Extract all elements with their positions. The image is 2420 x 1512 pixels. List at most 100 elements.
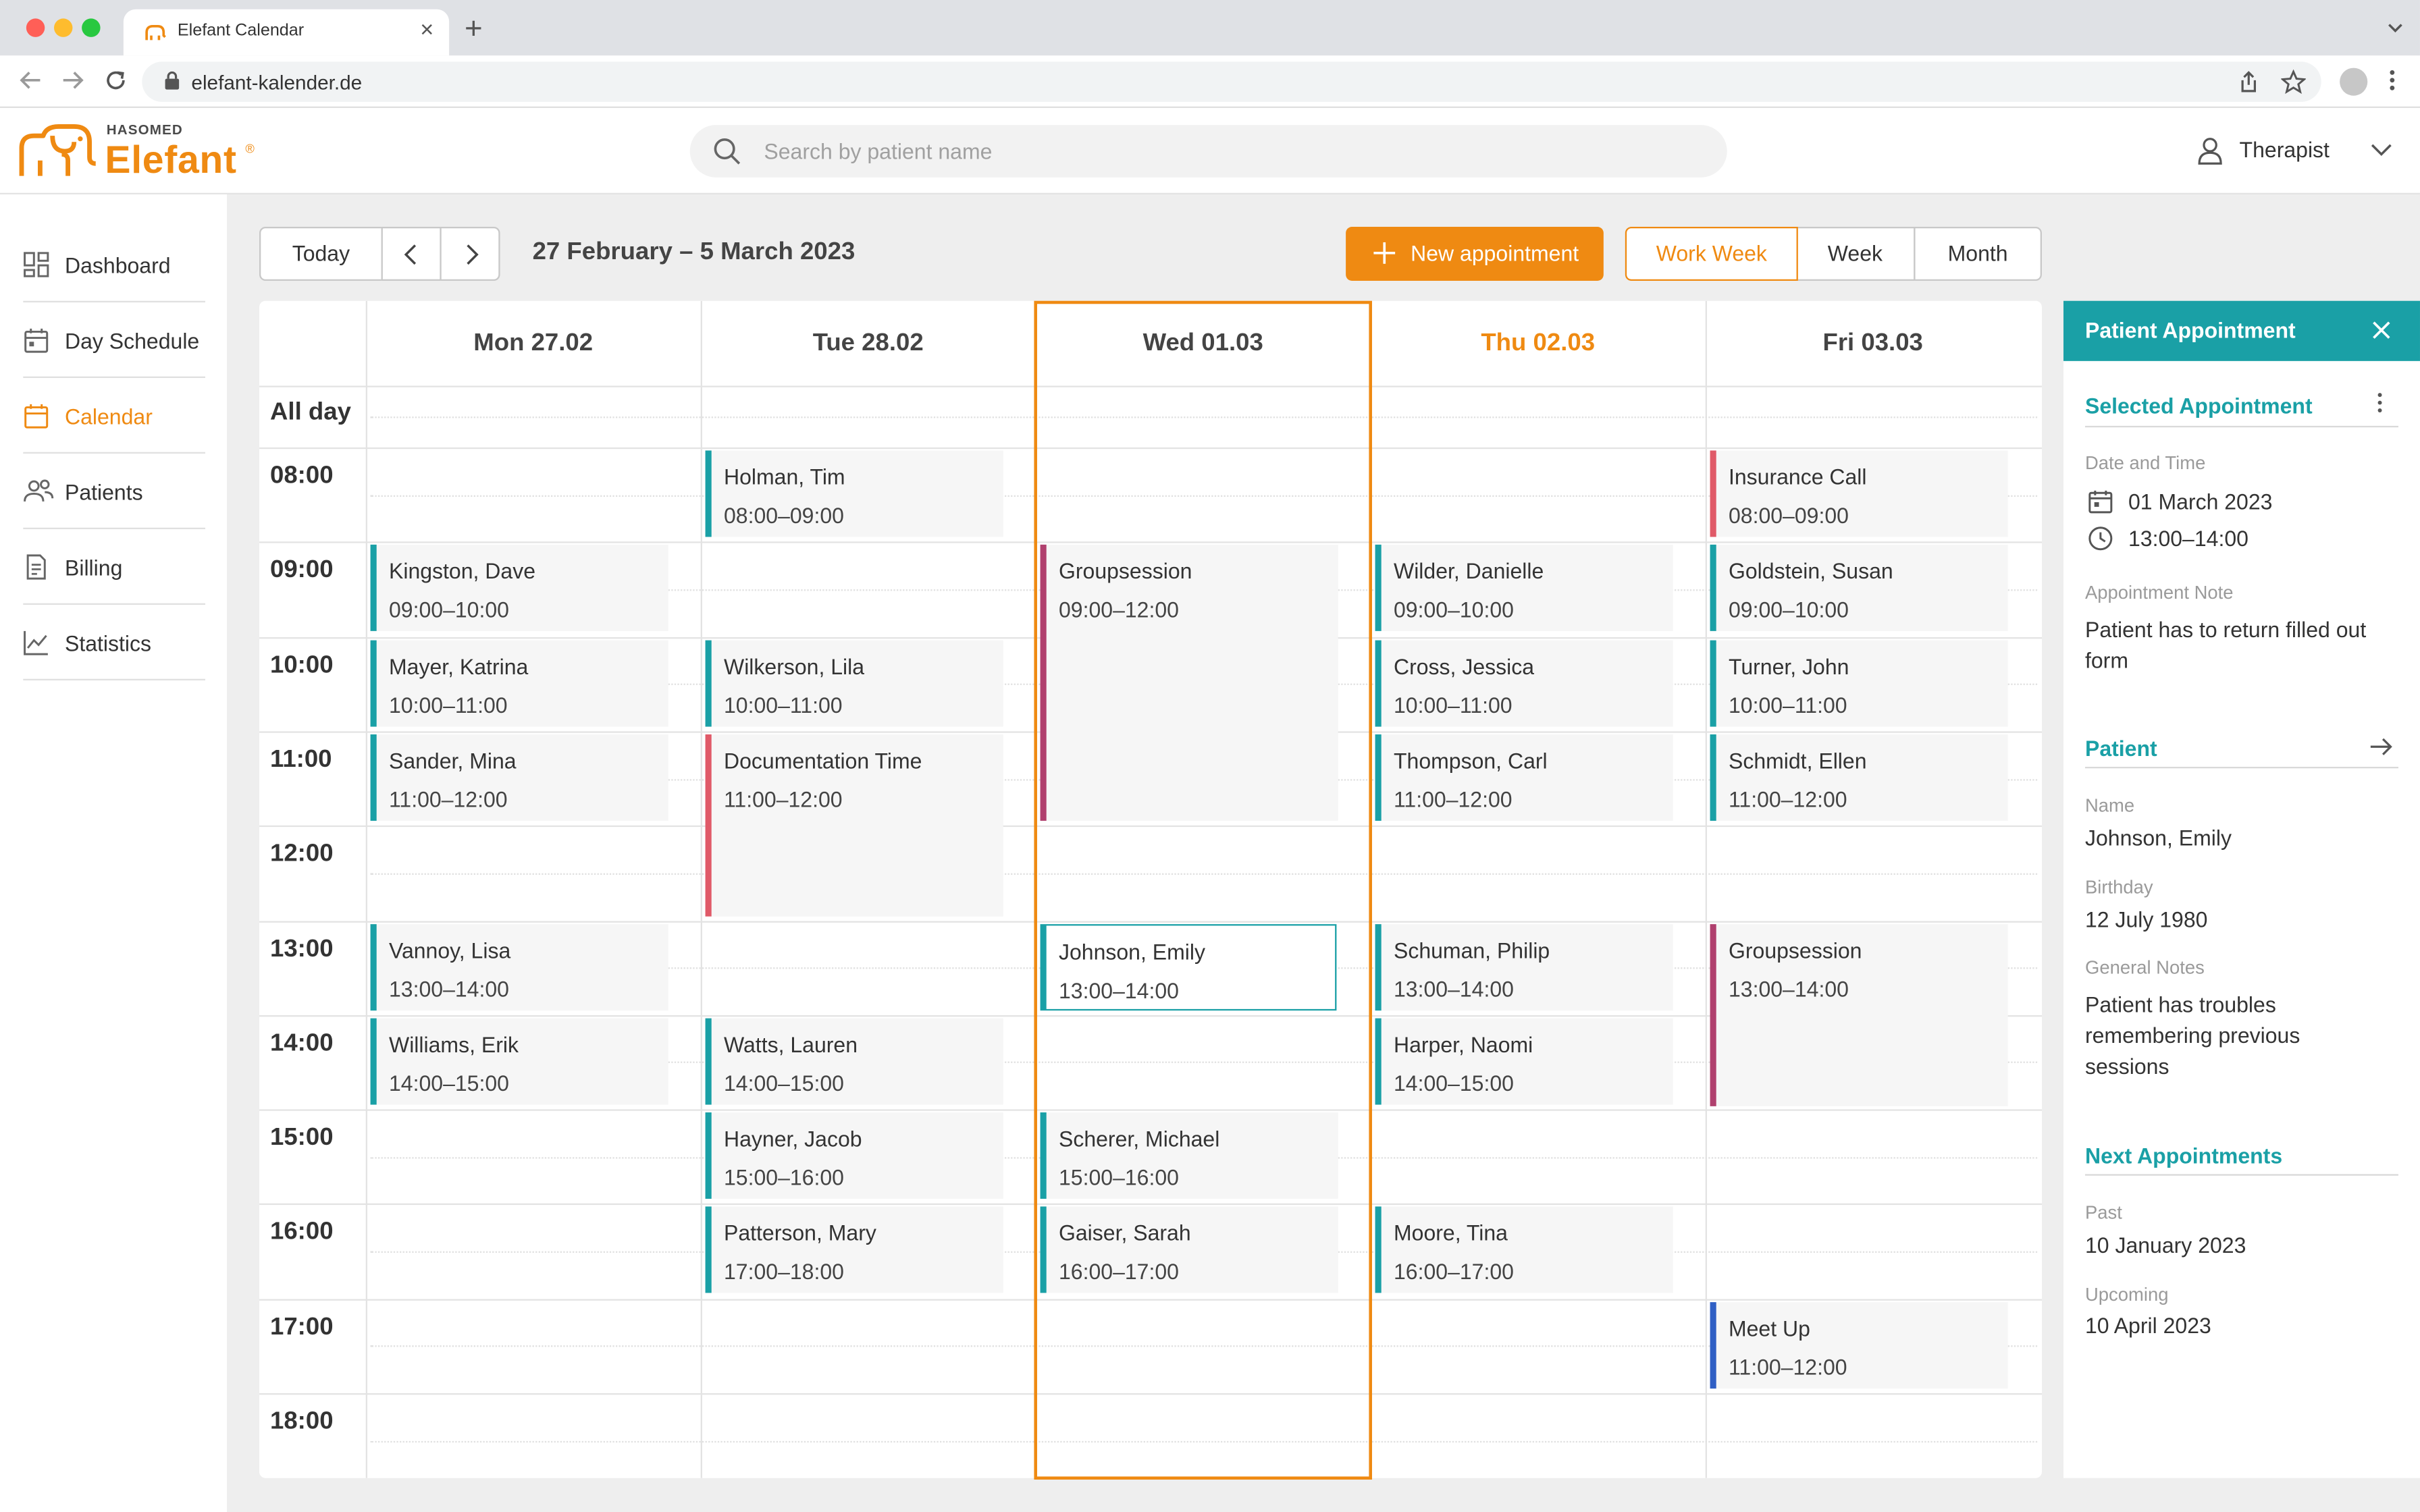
appointment-event[interactable]: Goldstein, Susan 09:00–10:00 [1710,544,2008,631]
hour-label: 12:00 [269,840,334,867]
appointment-time: 16:00–17:00 [1393,1259,1514,1284]
arrow-right-icon[interactable] [2369,736,2394,757]
plus-icon [1373,242,1396,264]
window-minimize-dot[interactable] [53,18,73,37]
appointment-event[interactable]: Mayer, Katrina 10:00–11:00 [370,640,668,727]
patient-birthday: 12 July 1980 [2084,907,2208,932]
half-hour-divider [370,1345,2038,1347]
appointment-title: Harper, Naomi [1393,1032,1533,1057]
new-appointment-button[interactable]: New appointment [1346,226,1604,281]
day-header-wed[interactable]: Wed 01.03 [1142,330,1263,356]
sidebar-item-billing[interactable]: Billing [23,529,205,605]
appointment-event[interactable]: Wilder, Danielle 09:00–10:00 [1375,544,1673,631]
view-month-button[interactable]: Month [1914,226,2042,281]
appointment-time: 13:00–14:00 [388,976,509,1002]
appointment-event[interactable]: Schuman, Philip 13:00–14:00 [1375,924,1673,1011]
profile-avatar[interactable] [2340,68,2368,96]
sidebar-item-calendar[interactable]: Calendar [23,378,205,454]
appointment-event[interactable]: Holman, Tim 08:00–09:00 [705,450,1003,537]
today-button[interactable]: Today [259,226,383,281]
tab-close-icon[interactable]: × [420,17,434,43]
appointment-title: Wilkerson, Lila [723,654,865,679]
appointment-event[interactable]: Kingston, Dave 09:00–10:00 [370,544,668,631]
hour-label: 18:00 [269,1408,334,1435]
appointment-time: 10:00–11:00 [388,693,508,718]
bookmark-star-icon[interactable] [2281,69,2306,94]
appointment-event[interactable]: Meet Up 11:00–12:00 [1710,1302,2008,1389]
sidebar-item-dashboard[interactable]: Dashboard [23,227,205,302]
appointment-title: Insurance Call [1728,464,1867,489]
appointment-event[interactable]: Moore, Tina 16:00–17:00 [1375,1206,1673,1293]
sidebar-item-statistics[interactable]: Statistics [23,605,205,680]
back-arrow-icon[interactable] [18,68,43,93]
appointment-title: Wilder, Danielle [1393,558,1544,583]
more-options-icon[interactable] [2377,392,2383,414]
new-tab-icon[interactable]: + [464,12,483,47]
elefant-logo-icon[interactable] [18,124,101,179]
day-header-mon[interactable]: Mon 27.02 [473,330,594,356]
search-input[interactable] [764,125,1690,178]
chevron-down-icon[interactable] [2371,142,2392,157]
appointment-event[interactable]: Wilkerson, Lila 10:00–11:00 [705,640,1003,727]
appointment-time: 11:00–12:00 [723,786,843,812]
forward-arrow-icon[interactable] [60,68,85,93]
share-icon[interactable] [2238,70,2259,94]
appointment-event[interactable]: Harper, Naomi 14:00–15:00 [1375,1018,1673,1105]
appointment-event[interactable]: Gaiser, Sarah 16:00–17:00 [1040,1206,1338,1293]
window-close-dot[interactable] [26,18,45,37]
appointment-time: 09:00–12:00 [1058,597,1179,622]
appointment-event[interactable]: Sander, Mina 11:00–12:00 [370,734,668,821]
hour-divider [259,1393,2042,1395]
selected-appointment-heading: Selected Appointment [2084,393,2313,418]
day-header-tue[interactable]: Tue 28.02 [812,330,924,356]
past-appointment: 10 January 2023 [2084,1233,2246,1258]
close-icon[interactable] [2372,321,2390,339]
appointment-time: 13:00–14:00 [1393,976,1514,1002]
appointment-title: Sander, Mina [388,748,517,774]
next-appointments-heading: Next Appointments [2084,1143,2283,1168]
appointment-event[interactable]: Scherer, Michael 15:00–16:00 [1040,1112,1338,1199]
view-work-week-button[interactable]: Work Week [1625,226,1798,281]
appointment-event[interactable]: Hayner, Jacob 15:00–16:00 [705,1112,1003,1199]
half-hour-divider [370,495,2038,497]
appointment-title: Patterson, Mary [723,1220,876,1245]
appointment-event[interactable]: Thompson, Carl 11:00–12:00 [1375,734,1673,821]
appointment-event[interactable]: Schmidt, Ellen 11:00–12:00 [1710,734,2008,821]
sidebar-item-patients[interactable]: Patients [23,454,205,529]
appointment-time: 08:00–09:00 [1728,503,1849,528]
appointment-event[interactable]: Groupsession 13:00–14:00 [1710,924,2008,1106]
appointment-title: Johnson, Emily [1058,939,1205,965]
day-header-fri[interactable]: Fri 03.03 [1822,330,1923,356]
appointment-event[interactable]: Johnson, Emily 13:00–14:00 [1040,924,1337,1011]
day-header-thu[interactable]: Thu 02.03 [1481,330,1596,356]
browser-menu-icon[interactable] [2389,68,2395,93]
chevron-down-icon[interactable] [2386,18,2404,36]
url-field[interactable]: elefant-kalender.de [142,61,2321,102]
appointment-event[interactable]: Watts, Lauren 14:00–15:00 [705,1018,1003,1105]
previous-week-button[interactable] [381,226,442,281]
appointment-time: 15:00–16:00 [723,1164,844,1190]
sidebar-item-day-schedule[interactable]: Day Schedule [23,302,205,378]
view-week-button[interactable]: Week [1796,226,1916,281]
appointment-event[interactable]: Documentation Time 11:00–12:00 [705,734,1003,917]
url-text: elefant-kalender.de [191,71,363,94]
appointment-title: Thompson, Carl [1393,748,1548,774]
patients-icon [24,479,54,502]
appointment-event[interactable]: Patterson, Mary 17:00–18:00 [705,1206,1003,1293]
patient-appointment-panel: Patient Appointment Selected Appointment… [2063,300,2420,1478]
browser-tab[interactable]: Elefant Calendar × [123,9,450,56]
appointment-event[interactable]: Insurance Call 08:00–09:00 [1710,450,2008,537]
appointment-event[interactable]: Vannoy, Lisa 13:00–14:00 [370,924,668,1011]
appointment-event[interactable]: Cross, Jessica 10:00–11:00 [1375,640,1673,727]
appointment-event[interactable]: Groupsession 09:00–12:00 [1040,544,1338,821]
appointment-event[interactable]: Turner, John 10:00–11:00 [1710,640,2008,727]
window-zoom-dot[interactable] [82,18,101,37]
appointment-title: Holman, Tim [723,464,845,489]
elefant-favicon-icon [145,25,166,40]
appointment-title: Gaiser, Sarah [1058,1220,1191,1245]
next-week-button[interactable] [440,226,500,281]
statistics-icon [24,630,48,655]
appointment-event[interactable]: Williams, Erik 14:00–15:00 [370,1018,668,1105]
appointment-title: Watts, Lauren [723,1032,858,1057]
reload-icon[interactable] [103,68,128,93]
